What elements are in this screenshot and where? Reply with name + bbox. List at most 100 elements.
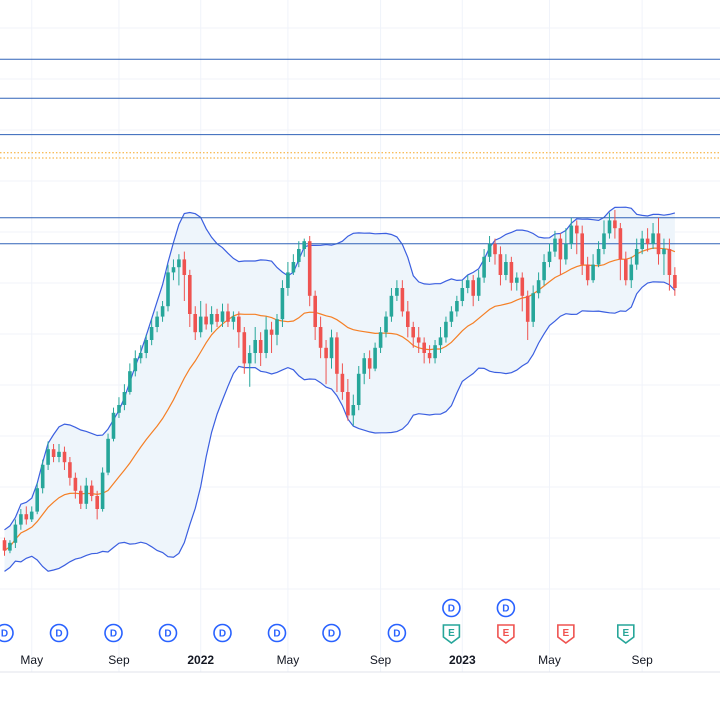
- candle-body: [525, 295, 530, 322]
- candle: [547, 243, 552, 268]
- candle: [504, 254, 508, 281]
- candle-body: [329, 337, 334, 359]
- earnings-badge: [442, 624, 461, 644]
- candle: [406, 301, 410, 338]
- candle-body: [645, 238, 650, 244]
- candle-body: [422, 342, 426, 353]
- candle-body: [73, 477, 78, 491]
- dividend-marker[interactable]: D: [0, 623, 14, 643]
- candle: [204, 303, 208, 330]
- candle-body: [122, 392, 127, 405]
- dividend-marker[interactable]: D: [267, 623, 287, 643]
- candle: [667, 238, 672, 291]
- candle-body: [564, 243, 568, 260]
- dividend-marker[interactable]: D: [104, 623, 123, 643]
- candle: [155, 311, 159, 333]
- candle: [253, 327, 257, 364]
- candle: [166, 264, 170, 312]
- event-markers[interactable]: D D D D D D D D E D E D E E: [0, 598, 635, 644]
- dividend-marker[interactable]: D: [49, 623, 69, 643]
- candle-body: [531, 293, 535, 322]
- candle-body: [313, 295, 317, 327]
- candle: [68, 457, 72, 486]
- candle: [160, 301, 165, 322]
- candle: [275, 314, 279, 346]
- candle: [367, 350, 372, 379]
- candle-body: [166, 272, 170, 307]
- candle-body: [89, 485, 94, 496]
- dividend-marker[interactable]: D: [213, 623, 232, 643]
- candle: [318, 316, 323, 359]
- candle: [242, 327, 247, 374]
- dividend-circle: [442, 598, 461, 618]
- candle: [198, 301, 203, 338]
- candle: [629, 256, 634, 288]
- candle-body: [487, 243, 492, 257]
- candle: [188, 269, 192, 327]
- candle-body: [117, 405, 121, 413]
- dividend-marker[interactable]: D: [496, 598, 516, 618]
- candle: [324, 340, 328, 385]
- moving-average: [4, 247, 676, 552]
- earnings-badge: [497, 624, 515, 644]
- candle: [335, 332, 339, 392]
- dividend-marker[interactable]: D: [322, 623, 341, 643]
- candle-body: [427, 353, 432, 359]
- candle: [329, 329, 334, 369]
- earnings-marker[interactable]: E: [442, 624, 461, 644]
- dividend-circle: [158, 623, 178, 643]
- dividend-circle: [387, 623, 407, 643]
- earnings-marker[interactable]: E: [617, 624, 635, 644]
- candle-body: [209, 314, 214, 325]
- dividend-marker[interactable]: D: [158, 623, 178, 643]
- earnings-marker[interactable]: E: [497, 624, 515, 644]
- earnings-badge: [557, 624, 575, 644]
- candle: [79, 485, 83, 509]
- candle: [433, 340, 437, 364]
- candle-body: [29, 511, 34, 520]
- candle-body: [242, 332, 247, 364]
- candle: [580, 225, 584, 275]
- candle-body: [171, 267, 176, 273]
- candle: [144, 334, 148, 359]
- dividend-letter: D: [219, 629, 226, 640]
- candle-body: [215, 314, 219, 322]
- candle-body: [35, 488, 39, 512]
- candle-body: [24, 514, 29, 520]
- candle-body: [318, 327, 323, 348]
- dividend-circle: [0, 623, 14, 643]
- candle: [553, 230, 557, 257]
- candle-body: [673, 275, 677, 288]
- earnings-marker[interactable]: E: [557, 624, 575, 644]
- candle-body: [51, 449, 56, 457]
- candle: [389, 288, 394, 322]
- dividend-circle: [49, 623, 69, 643]
- candle-body: [237, 316, 241, 333]
- horizontal-lines[interactable]: [0, 58, 720, 245]
- candle: [313, 290, 317, 340]
- candle-body: [465, 280, 470, 288]
- candle: [133, 350, 138, 377]
- time-axis-tick-label: May: [538, 653, 561, 667]
- candle: [89, 480, 94, 502]
- bollinger-bands: [4, 206, 676, 572]
- candle: [220, 303, 225, 327]
- candle-body: [493, 243, 497, 255]
- dividend-marker[interactable]: D: [442, 598, 461, 618]
- candle-body: [335, 337, 339, 374]
- time-axis-tick-label: May: [277, 653, 300, 667]
- candle: [493, 238, 497, 265]
- dividend-marker[interactable]: D: [387, 623, 407, 643]
- time-axis-tick-label: Sep: [631, 653, 653, 667]
- candle: [618, 223, 623, 281]
- candle-body: [220, 311, 225, 322]
- candle-body: [400, 288, 405, 312]
- candle: [182, 251, 187, 301]
- candle-body: [515, 277, 519, 283]
- candle: [634, 238, 639, 270]
- candle: [111, 407, 116, 442]
- candle: [384, 311, 388, 338]
- candle-body: [378, 332, 383, 348]
